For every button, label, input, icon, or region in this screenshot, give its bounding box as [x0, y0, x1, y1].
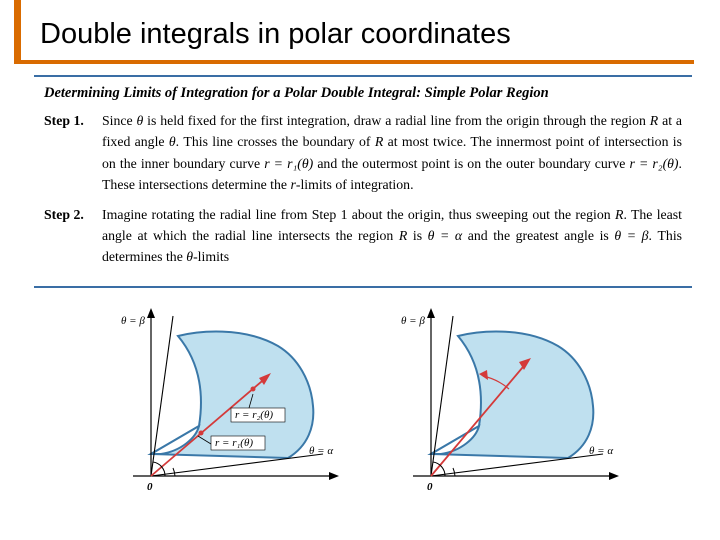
step2-text: Imagine rotating the radial line from St…: [102, 204, 682, 268]
label-theta-alpha: θ = α: [309, 445, 333, 457]
accent-vertical-bar: [14, 0, 21, 64]
step-2: Step 2. Imagine rotating the radial line…: [44, 204, 682, 268]
step1-label: Step 1.: [44, 110, 102, 196]
label-origin-r: 0: [427, 481, 433, 493]
diagram-row: θ = β θ = α r = r₂(θ) r = r₁(θ) 0: [34, 306, 692, 496]
polar-diagram-right: θ = β θ = α 0: [383, 306, 623, 496]
step2-label: Step 2.: [44, 204, 102, 268]
label-r1: r = r₁(θ): [215, 437, 253, 449]
alpha-arc: [173, 468, 175, 476]
box-heading: Determining Limits of Integration for a …: [44, 85, 682, 102]
polar-diagram-left: θ = β θ = α r = r₂(θ) r = r₁(θ) 0: [103, 306, 343, 496]
label-theta-beta: θ = β: [121, 315, 145, 327]
instruction-box: Determining Limits of Integration for a …: [34, 75, 692, 288]
accent-horizontal-bar: [14, 60, 694, 64]
step-1: Step 1. Since θ is held fixed for the fi…: [44, 110, 682, 196]
x-axis-arrow: [329, 472, 339, 480]
outer-point: [251, 386, 256, 391]
label-theta-alpha-r: θ = α: [589, 445, 613, 457]
inner-point: [199, 430, 204, 435]
label-origin: 0: [147, 481, 153, 493]
y-axis-arrow: [147, 308, 155, 318]
slide-title: Double integrals in polar coordinates: [40, 18, 720, 57]
label-r2: r = r₂(θ): [235, 409, 273, 421]
label-theta-beta-r: θ = β: [401, 315, 425, 327]
step1-text: Since θ is held fixed for the first inte…: [102, 110, 682, 196]
